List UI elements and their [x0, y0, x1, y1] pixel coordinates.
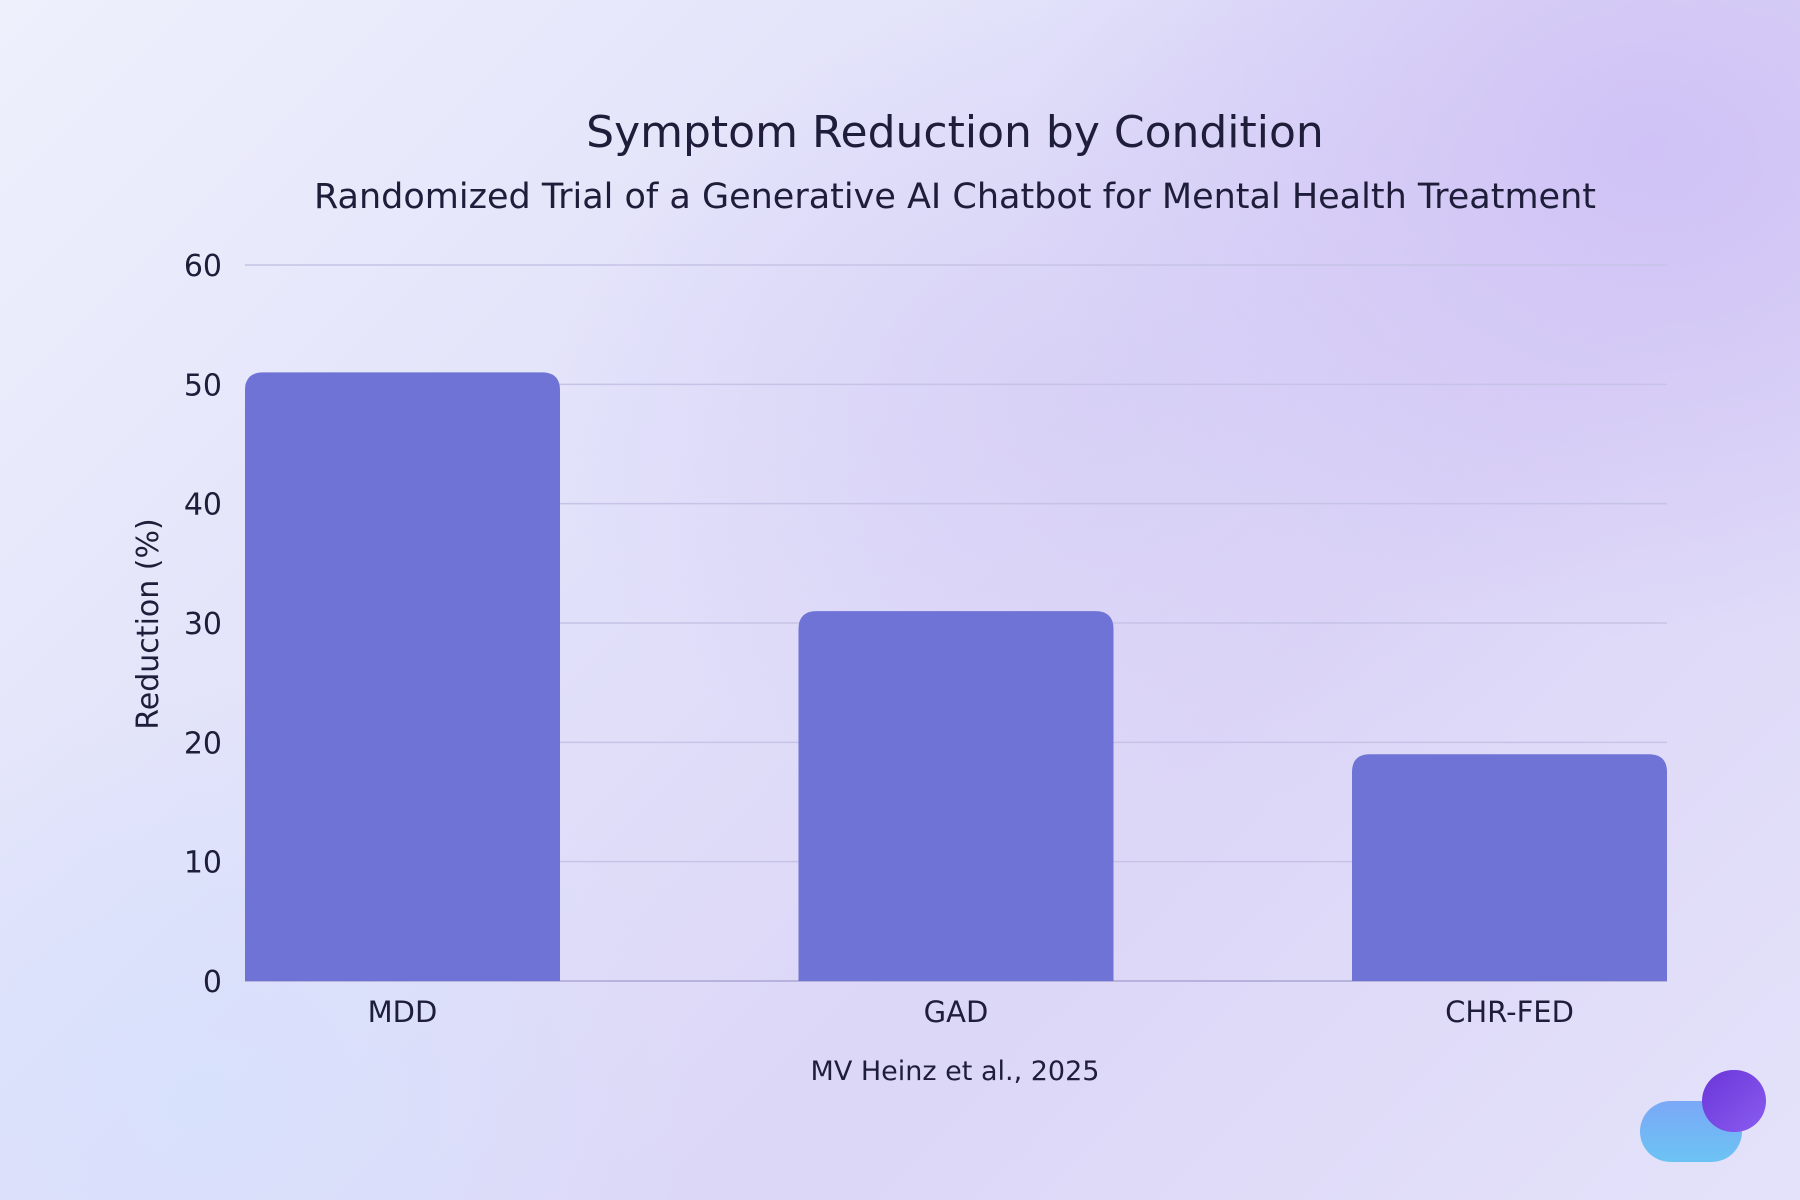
bar-chr-fed [1352, 754, 1667, 981]
x-tick-label: CHR-FED [1445, 995, 1574, 1029]
y-tick-label: 20 [184, 726, 222, 761]
y-tick-label: 0 [203, 965, 222, 1000]
y-tick-label: 60 [184, 249, 222, 284]
y-tick-label: 50 [184, 368, 222, 403]
x-tick-label: GAD [924, 995, 989, 1029]
bar-gad [798, 611, 1114, 981]
bars [245, 372, 1667, 981]
chart-title: Symptom Reduction by Condition [586, 107, 1324, 158]
chart-subtitle: Randomized Trial of a Generative AI Chat… [314, 177, 1596, 217]
y-axis-ticks: 0 10 20 30 40 50 60 [184, 249, 222, 1000]
y-tick-label: 30 [184, 607, 222, 642]
y-tick-label: 40 [184, 488, 222, 523]
x-axis-ticks: MDD GAD CHR-FED [368, 995, 1574, 1029]
y-tick-label: 10 [184, 846, 222, 881]
source-label: MV Heinz et al., 2025 [811, 1056, 1100, 1087]
bar-mdd [245, 372, 560, 981]
y-axis-label: Reduction (%) [131, 518, 166, 729]
logo-icon [1640, 1070, 1766, 1162]
x-tick-label: MDD [368, 995, 438, 1029]
